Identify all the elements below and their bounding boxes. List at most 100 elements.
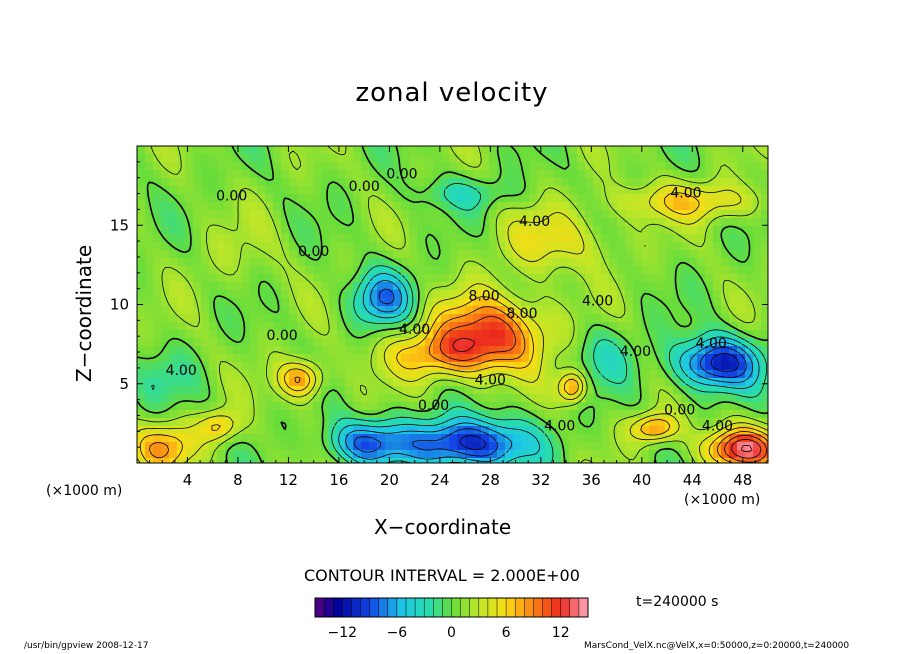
colorbar-swatch — [442, 598, 452, 617]
contour-label: 4.00 — [399, 322, 430, 338]
colorbar-swatch — [451, 598, 462, 617]
contour-line — [139, 192, 768, 463]
footer-program-date: /usr/bin/gpview 2008-12-17 — [24, 641, 149, 651]
contour-label: 0.00 — [386, 167, 417, 183]
contour-label: 4.00 — [702, 419, 733, 435]
x-tick-label: 32 — [531, 471, 550, 489]
contour-line — [345, 280, 754, 462]
colorbar-tick-label: 0 — [447, 625, 456, 641]
contour-line — [137, 146, 768, 463]
contour-label: 4.00 — [475, 373, 506, 389]
colorbar-swatch — [342, 598, 352, 617]
colorbar-swatch — [387, 598, 398, 617]
x-tick-label: 44 — [683, 471, 702, 489]
time-label: t=240000 s — [636, 594, 719, 610]
contour-label: 4.00 — [696, 336, 727, 352]
contour-line — [149, 306, 768, 463]
y-tick-label: 15 — [110, 216, 129, 234]
colorbar-swatch — [478, 598, 489, 617]
x-tick-label: 8 — [233, 471, 243, 489]
colorbar-swatch — [515, 598, 525, 617]
contour-line — [137, 184, 768, 463]
colorbar-swatch — [378, 598, 389, 617]
colorbar-swatch — [524, 598, 534, 617]
contour-label: 0.00 — [418, 398, 449, 414]
colorbar-swatch — [533, 598, 543, 617]
x-axis-label: X−coordinate — [374, 515, 512, 539]
colorbar-swatch — [424, 598, 434, 617]
contour-line — [151, 183, 767, 463]
colorbar-swatch — [551, 598, 562, 617]
contour-label: 4.00 — [670, 186, 701, 202]
x-tick-label: 20 — [380, 471, 399, 489]
colorbar-swatch — [460, 598, 471, 617]
y-axis: 5 10 15 — [110, 161, 768, 448]
colorbar-swatch — [487, 598, 498, 617]
colorbar-ticks: −12 −6 0 6 12 — [328, 625, 570, 641]
x-tick-label: 36 — [582, 471, 601, 489]
contour-label: 8.00 — [468, 289, 499, 305]
colorbar-tick-label: −12 — [328, 625, 358, 641]
footer-source: MarsCond_VelX.nc@VelX,x=0:50000,z=0:2000… — [584, 641, 850, 651]
x-axis-unit-left: (×1000 m) — [46, 483, 123, 499]
contour-labels: 0.00 0.00 0.00 0.00 0.00 4.00 4.00 8.00 8.00 4.00… — [166, 167, 734, 435]
contour-line — [137, 146, 768, 463]
velocity-field — [137, 146, 768, 463]
contour-label: 4.00 — [582, 293, 613, 309]
contour-line — [452, 338, 762, 459]
contour-label: 0.00 — [267, 328, 298, 344]
colorbar-swatch — [315, 598, 325, 617]
colorbar-swatch — [324, 598, 334, 617]
contour-interval-text: CONTOUR INTERVAL = 2.000E+00 — [304, 566, 580, 585]
contour-line — [353, 288, 747, 457]
colorbar-swatch — [497, 598, 507, 617]
x-axis-unit-right: (×1000 m) — [684, 492, 761, 508]
chart-title: zonal velocity — [355, 78, 549, 108]
colorbar-swatch — [433, 598, 443, 617]
y-axis-label: Z−coordinate — [72, 244, 96, 382]
colorbar-swatch — [333, 598, 343, 617]
contour-lines — [137, 146, 768, 463]
x-tick-label: 40 — [632, 471, 651, 489]
contour-label: 0.00 — [216, 189, 247, 205]
contour-line — [439, 316, 768, 463]
colorbar-swatch — [406, 598, 416, 617]
colorbar-swatch — [506, 598, 516, 617]
contour-line — [459, 352, 739, 451]
colorbar-swatch — [351, 598, 361, 617]
y-tick-label: 5 — [119, 375, 129, 393]
x-axis: 4 8 12 16 20 24 28 32 36 40 44 48 — [149, 146, 756, 489]
colorbar-swatch — [369, 598, 380, 617]
contour-label: 8.00 — [506, 306, 537, 322]
contour-label: 4.00 — [166, 363, 197, 379]
contour-label: 4.00 — [519, 214, 550, 230]
colorbar-tick-label: −6 — [387, 625, 408, 641]
x-tick-label: 4 — [183, 471, 193, 489]
colorbar-frame — [314, 597, 589, 618]
contour-line — [741, 444, 753, 453]
colorbar-tick-label: 12 — [552, 625, 570, 641]
colorbar-tick-label: 6 — [502, 625, 511, 641]
y-tick-label: 10 — [110, 296, 129, 314]
colorbar-swatch — [578, 598, 589, 617]
colorbar-swatch — [569, 598, 580, 617]
x-tick-label: 12 — [279, 471, 298, 489]
colorbar-swatch — [560, 598, 571, 617]
x-tick-label: 48 — [733, 471, 752, 489]
colorbar-swatch — [542, 598, 553, 617]
colorbar-swatch — [360, 598, 371, 617]
contour-label: 0.00 — [664, 403, 695, 419]
colorbar-swatch — [396, 598, 407, 617]
colorbar-swatch — [469, 598, 480, 617]
contour-label: 0.00 — [349, 179, 380, 195]
x-tick-label: 28 — [481, 471, 500, 489]
contour-line — [338, 273, 760, 463]
colorbar-swatch — [415, 598, 425, 617]
x-tick-label: 24 — [430, 471, 449, 489]
contour-label: 4.00 — [620, 344, 651, 360]
x-tick-label: 16 — [329, 471, 348, 489]
contour-label: 4.00 — [544, 419, 575, 435]
colorbar-swatches — [314, 597, 589, 618]
